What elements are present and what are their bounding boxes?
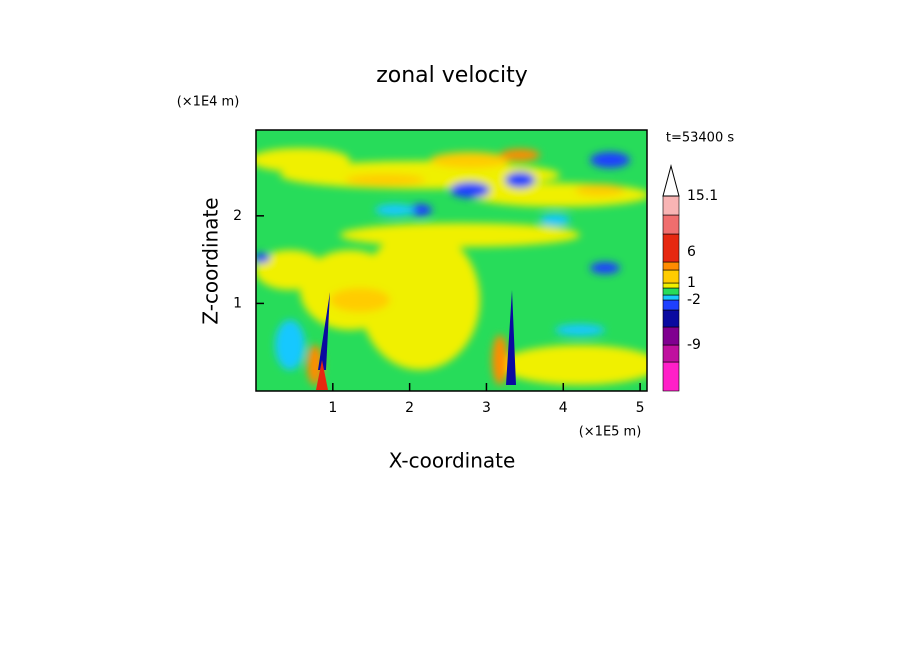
y-axis-label: Z-coordinate	[199, 197, 223, 324]
colorbar-segment	[662, 269, 680, 284]
colorbar-segment	[662, 294, 680, 301]
x-axis-label: X-coordinate	[389, 449, 516, 473]
colorbar-segment	[662, 214, 680, 235]
colorbar-tick-label: -2	[687, 292, 701, 308]
colorbar-segment	[662, 309, 680, 328]
x-tick-label: 1	[328, 400, 337, 416]
plot-frame	[255, 129, 648, 392]
y-unit: (×1E4 m)	[177, 95, 240, 110]
colorbar-segment	[662, 361, 680, 392]
x-tick-label: 2	[405, 400, 414, 416]
colorbar-tick-label: 1	[687, 275, 696, 291]
colorbar-segment	[662, 287, 680, 296]
time-label: t=53400 s	[666, 131, 734, 146]
contour-field	[256, 130, 647, 391]
colorbar-segment	[662, 282, 680, 289]
colorbar-segment	[662, 326, 680, 346]
colorbar-segment	[662, 195, 680, 216]
colorbar-segment	[662, 344, 680, 363]
colorbar-segment	[662, 233, 680, 263]
colorbar-tick-label: -9	[687, 337, 701, 353]
colorbar-arrow	[662, 164, 680, 197]
colorbar-segment	[662, 261, 680, 271]
x-unit: (×1E5 m)	[579, 425, 642, 440]
chart-title: zonal velocity	[376, 63, 528, 88]
x-tick-label: 3	[482, 400, 491, 416]
colorbar-tick-label: 15.1	[687, 188, 718, 204]
colorbar-tick-label: 6	[687, 244, 696, 260]
y-tick-label: 1	[233, 295, 242, 311]
x-tick-label: 5	[636, 400, 645, 416]
y-tick-label: 2	[233, 208, 242, 224]
x-tick-label: 4	[559, 400, 568, 416]
colorbar-segment	[662, 299, 680, 311]
